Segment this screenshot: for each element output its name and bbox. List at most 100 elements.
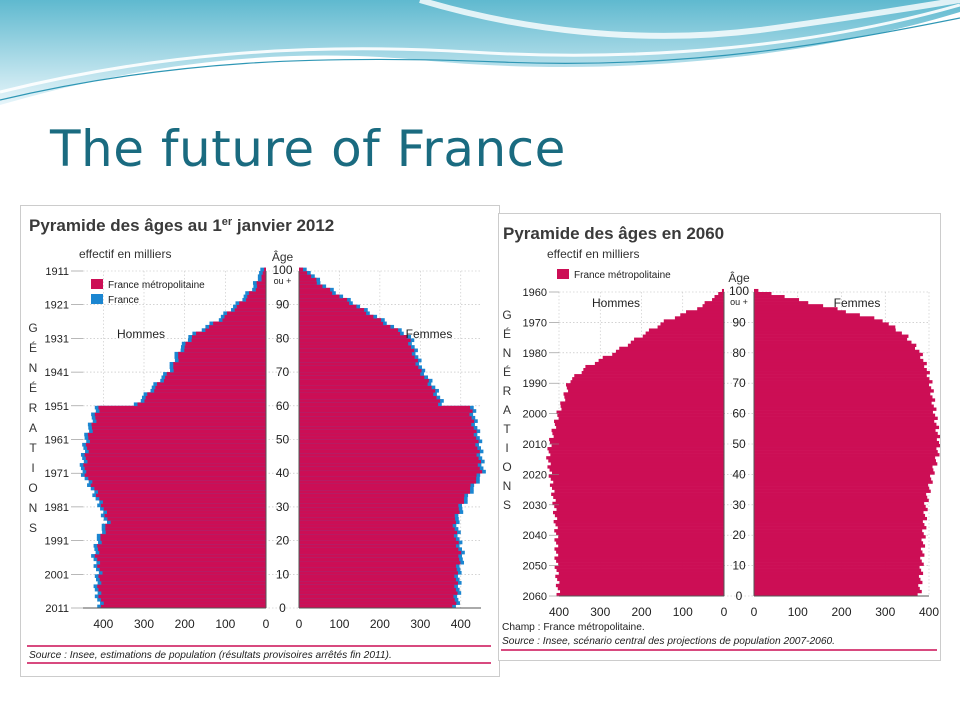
generation-tick-label: 2011 bbox=[45, 603, 69, 615]
bar-men bbox=[256, 281, 266, 285]
age-tick-label: 0 bbox=[279, 601, 286, 615]
bar-women bbox=[754, 568, 922, 572]
bar-men bbox=[94, 412, 266, 417]
bar-women bbox=[299, 321, 384, 326]
bar-men bbox=[97, 543, 266, 548]
bar-men bbox=[554, 419, 724, 424]
age-tick-label: 70 bbox=[276, 365, 290, 379]
bar-men bbox=[561, 407, 724, 411]
bar-women bbox=[754, 471, 935, 475]
female-label: Femmes bbox=[834, 296, 881, 310]
bar-women bbox=[299, 547, 459, 552]
bar-women bbox=[299, 463, 478, 467]
bar-women bbox=[299, 324, 391, 329]
bar-men bbox=[721, 288, 724, 293]
pyramid-2012-panel: Pyramide des âges au 1er janvier 2012 100… bbox=[20, 205, 500, 677]
bar-men bbox=[550, 477, 724, 481]
bar-women bbox=[754, 292, 772, 296]
bar-men bbox=[247, 294, 266, 299]
bar-men bbox=[556, 425, 724, 430]
bar-men bbox=[551, 444, 724, 448]
bar-women bbox=[754, 480, 933, 484]
bar-women bbox=[754, 419, 935, 424]
bar-women bbox=[299, 581, 458, 585]
generations-letter: R bbox=[29, 401, 38, 415]
bar-women bbox=[299, 570, 458, 575]
x-tick-label: 300 bbox=[134, 617, 154, 631]
slide-title: The future of France bbox=[50, 120, 566, 178]
bar-women bbox=[754, 401, 932, 405]
generation-tick-label: 1970 bbox=[523, 317, 547, 329]
bar-men bbox=[648, 328, 724, 332]
bar-women bbox=[754, 371, 930, 375]
generations-letter: É bbox=[503, 364, 511, 379]
bar-men bbox=[554, 556, 724, 560]
bar-men bbox=[236, 304, 266, 309]
bar-men bbox=[585, 364, 724, 369]
bar-men bbox=[173, 365, 266, 370]
bar-women bbox=[299, 533, 454, 538]
bar-women bbox=[754, 571, 924, 576]
bar-women bbox=[299, 520, 456, 525]
generation-tick-label: 2040 bbox=[523, 530, 547, 542]
bar-men bbox=[558, 562, 724, 566]
bar-men bbox=[147, 392, 266, 396]
bar-women bbox=[754, 440, 940, 445]
bar-women bbox=[299, 277, 317, 282]
male-label: Hommes bbox=[592, 296, 640, 310]
bar-women bbox=[754, 520, 923, 524]
bar-men bbox=[101, 591, 266, 595]
bar-men bbox=[583, 368, 724, 372]
bar-men bbox=[570, 380, 724, 384]
bar-men bbox=[92, 479, 266, 484]
bar-women bbox=[754, 349, 920, 354]
bar-men bbox=[261, 277, 266, 282]
bar-women bbox=[754, 589, 922, 594]
unit-label: effectif en milliers bbox=[79, 247, 171, 261]
bar-women bbox=[299, 469, 483, 474]
bar-women bbox=[754, 383, 929, 387]
bar-men bbox=[566, 383, 724, 387]
bar-women bbox=[754, 550, 923, 554]
age-tick-label: 20 bbox=[732, 528, 746, 542]
bar-men bbox=[558, 553, 724, 557]
bar-women bbox=[754, 529, 923, 533]
bar-men bbox=[98, 574, 266, 578]
bar-men bbox=[645, 331, 724, 335]
legend-label: France bbox=[108, 295, 140, 306]
bar-men bbox=[581, 371, 724, 375]
bar-men bbox=[552, 431, 724, 436]
bar-women bbox=[299, 419, 475, 423]
x-tick-label: 400 bbox=[451, 617, 471, 631]
bar-women bbox=[754, 337, 908, 341]
generation-tick-label: 1981 bbox=[45, 502, 69, 514]
age-tick-label: 70 bbox=[732, 376, 746, 390]
bar-women bbox=[299, 432, 474, 437]
x-tick-label: 0 bbox=[721, 605, 728, 619]
bar-men bbox=[213, 321, 266, 326]
bar-women bbox=[299, 483, 471, 487]
bar-men bbox=[97, 584, 266, 589]
bar-women bbox=[754, 453, 940, 457]
bar-men bbox=[556, 559, 724, 563]
bar-women bbox=[299, 429, 477, 434]
bar-women bbox=[754, 586, 920, 591]
bar-men bbox=[84, 473, 266, 477]
bar-women bbox=[754, 577, 921, 582]
bar-men bbox=[660, 322, 724, 326]
bar-men bbox=[556, 568, 724, 572]
bar-women bbox=[299, 308, 365, 312]
bar-men bbox=[565, 398, 724, 402]
bar-men bbox=[234, 308, 266, 312]
bar-men bbox=[106, 510, 266, 514]
generations-letter: T bbox=[503, 422, 511, 436]
bar-men bbox=[100, 597, 266, 602]
bar-women bbox=[754, 361, 927, 366]
bar-men bbox=[173, 368, 266, 373]
bar-women bbox=[299, 459, 481, 464]
generations-letter: O bbox=[502, 460, 511, 474]
bar-men bbox=[550, 453, 724, 457]
bar-men bbox=[556, 507, 724, 512]
bar-men bbox=[548, 459, 724, 463]
